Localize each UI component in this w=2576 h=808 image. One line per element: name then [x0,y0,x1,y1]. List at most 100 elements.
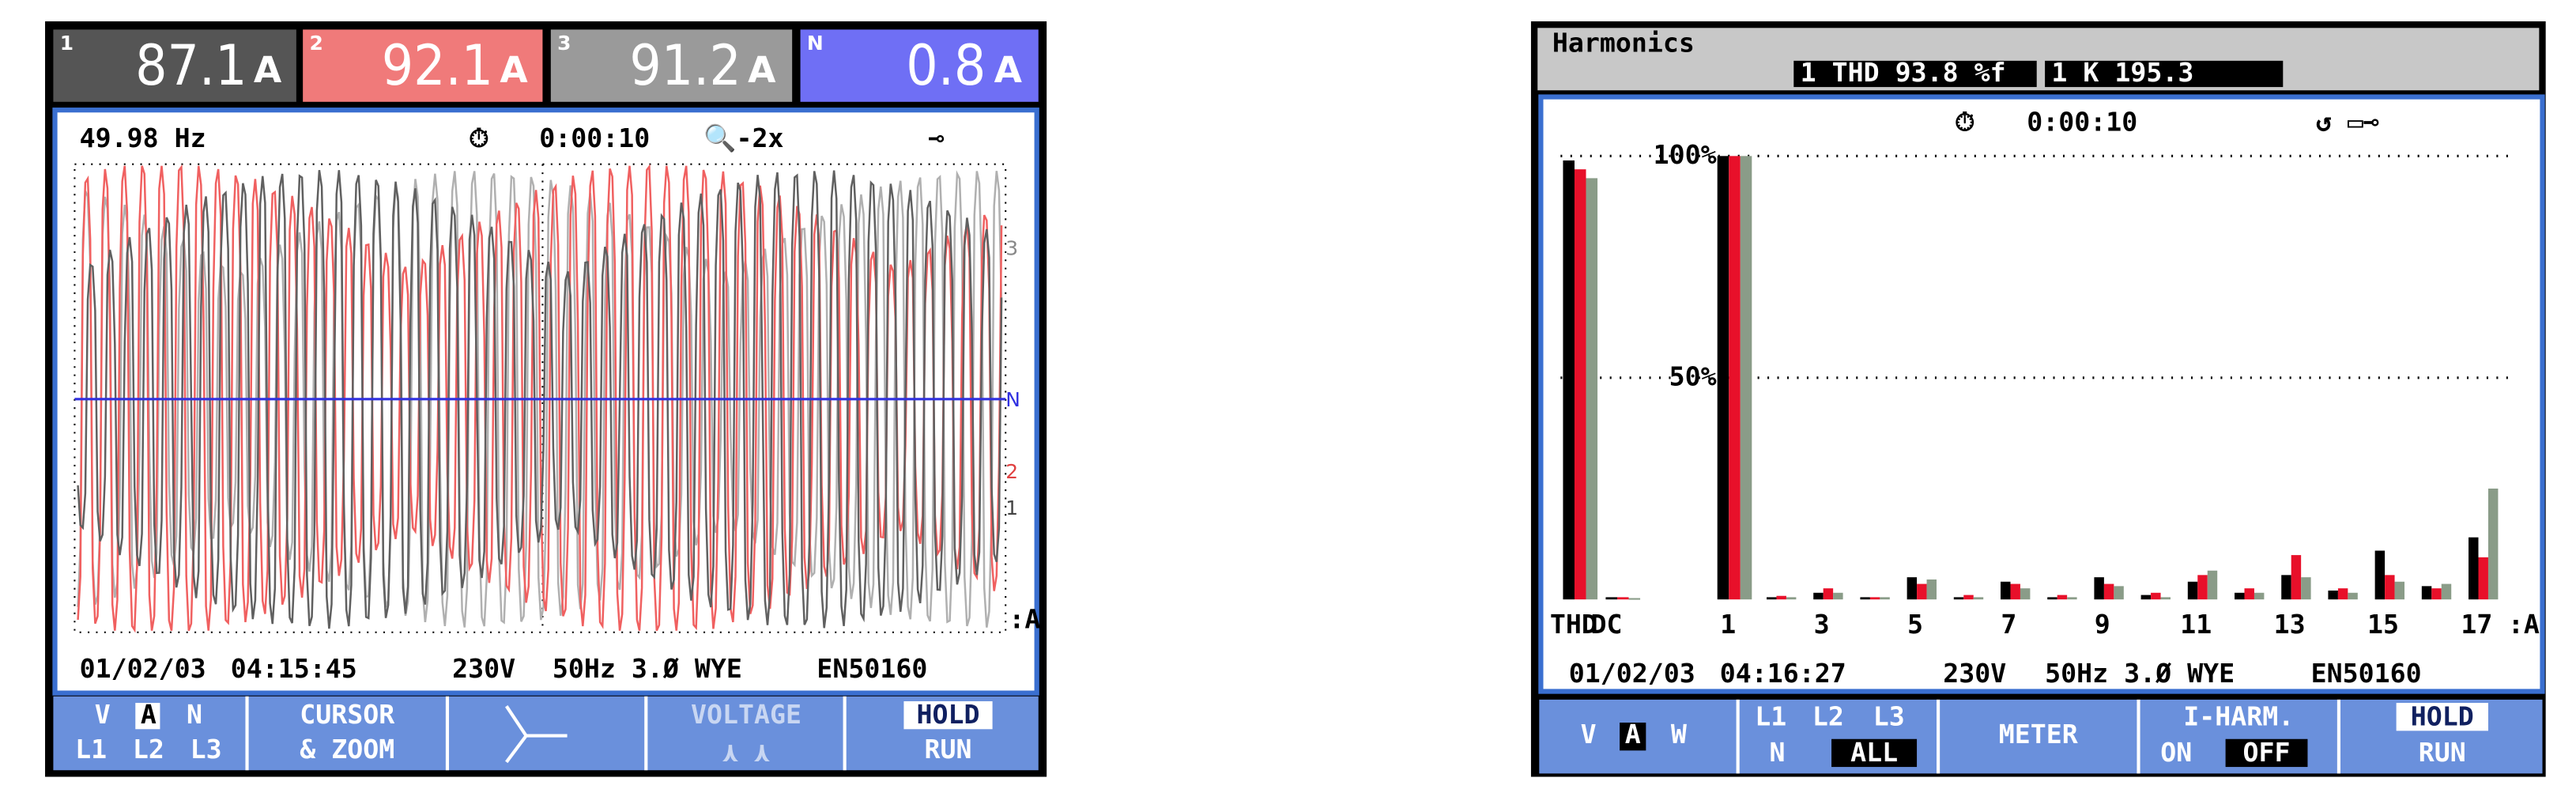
softkey-option[interactable]: L3 [190,734,222,765]
bar [2478,557,2488,600]
bar [2197,575,2208,600]
y-tick-label: 50% [1669,361,1717,391]
date: 01/02/03 [80,653,206,684]
x-tick-label: THD [1550,609,1597,640]
softkey-label[interactable]: RUN [2419,737,2466,768]
bar [1973,597,1984,600]
bar [1776,595,1786,600]
bar [2385,575,2395,600]
reading-unit: A [994,49,1023,91]
softkey-option[interactable]: W [1671,719,1687,749]
softkey-option[interactable]: N [187,699,202,730]
bar [2094,577,2104,600]
softkey-option[interactable]: ON [2160,737,2192,768]
y-tick-label: 100% [1654,139,1717,170]
softkey-option[interactable]: L1 [75,734,107,765]
bar [2374,550,2386,600]
bar [2020,588,2031,600]
softkey-option[interactable]: V [95,699,111,730]
bar [2160,597,2171,600]
reading-value: 87.1 [135,32,247,98]
bar [1860,597,1870,600]
softkey-label[interactable]: CURSOR [300,699,394,730]
bar [1563,160,1575,600]
bar [2235,592,2245,600]
date: 01/02/03 [1569,658,1695,689]
softkey-label[interactable]: RUN [925,734,972,765]
softkey-option[interactable]: OFF [2243,737,2291,768]
reading-unit: A [254,49,282,91]
reading-unit: A [748,49,776,91]
bar [1963,595,1974,600]
bar [2291,555,2302,600]
softkey-option[interactable]: A [1625,719,1641,749]
bar [1628,598,1641,600]
softkey-label[interactable]: METER [1999,719,2078,749]
axis-unit: :A [1009,604,1040,635]
bar [2010,583,2020,600]
display [1538,94,2545,694]
zoom: -2x [737,123,784,153]
softkey-option[interactable]: L1 [1755,700,1786,731]
bar [2328,590,2338,600]
bar [1605,597,1617,600]
right-screen: Harmonics 1 THD 93.8 %f 1 K 195.3 ⏱ 0:00… [1530,21,2546,777]
softkey-option[interactable]: A [141,699,157,730]
softkey-option[interactable]: L2 [1812,700,1844,731]
scale-label: N [1005,388,1020,411]
bar [2421,586,2432,600]
softkey-option[interactable]: N [1770,737,1786,768]
reading-value: 0.8 [906,32,986,98]
bar [1926,579,1937,600]
axis-unit: :A [2508,609,2540,640]
bar [1917,583,1927,600]
softkey-bar [1539,699,2543,774]
reading-box [303,29,543,102]
bar [2057,595,2068,600]
softkey-label-disabled[interactable]: VOLTAGE [691,699,801,730]
softkey-option[interactable]: L2 [133,734,164,765]
voltage: 230V [452,653,515,684]
softkey-option[interactable]: ALL [1850,737,1898,768]
bar [1813,592,1824,600]
softkey-option[interactable]: L3 [1873,700,1905,731]
bar [1574,169,1586,600]
bar [1833,592,1843,600]
reading-box [53,29,296,102]
bar [1586,178,1598,600]
status-icons: ↺ ▭⊸ [2316,106,2379,137]
bar [2281,575,2291,600]
bar [2047,597,2057,600]
voltage-icon[interactable]: ⋏ ⋏ [722,737,771,768]
timer-icon: ⏱ [469,123,489,153]
elapsed-time: 0:00:10 [2027,106,2137,137]
bar [2207,570,2218,600]
bar [1953,597,1964,600]
reading-value: 92.1 [382,32,493,98]
bar [2254,592,2265,600]
phase-label: N [807,32,824,55]
bar [2187,581,2198,600]
scale-label: 2 [1005,460,1018,483]
k-factor-readout: 1 K 195.3 [2051,57,2193,88]
elapsed-time: 0:00:10 [539,123,650,153]
header [1537,28,2540,91]
softkey-label[interactable]: & ZOOM [300,734,394,765]
bar [1786,597,1797,600]
bar [1767,597,1777,600]
bar [2001,581,2011,600]
softkey-bar [53,696,1039,771]
clock: 04:16:27 [1720,658,1846,689]
phasor-icon[interactable] [505,705,568,764]
clock: 04:15:45 [231,653,357,684]
left-screen: 1 87.1 A 2 92.1 A 3 91.2 A N 0.8 A 49.98… [45,21,1047,777]
config: 50Hz 3.Ø WYE [553,653,742,684]
x-tick-label: 5 [1907,609,1923,640]
softkey-label[interactable]: HOLD [2411,700,2474,731]
softkey-label[interactable]: I-HARM. [2183,700,2294,731]
x-tick-label: DC [1590,609,1622,640]
softkey-option[interactable]: V [1581,719,1597,749]
bar [2114,586,2124,600]
softkey-label[interactable]: HOLD [917,699,980,730]
